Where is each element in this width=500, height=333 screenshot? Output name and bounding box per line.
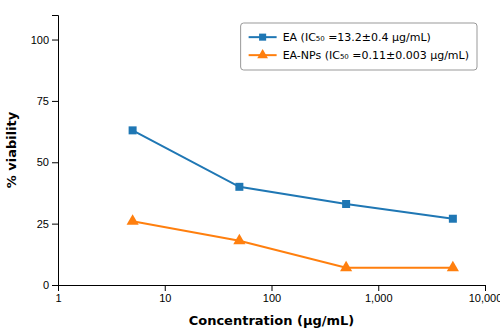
series-line — [133, 130, 453, 218]
legend: EA (IC₅₀ =13.2±0.4 μg/mL) EA-NPs (IC₅₀ =0… — [241, 23, 477, 70]
tick-mark — [272, 285, 273, 291]
y-axis: 0 25 50 75 100 — [31, 16, 59, 292]
tick-label: 0 — [43, 279, 49, 291]
y-axis-title: % viability — [4, 111, 19, 188]
legend-frame — [241, 23, 477, 70]
tick: 100 — [31, 34, 58, 46]
marks — [127, 126, 459, 271]
tick: 1 — [55, 285, 61, 304]
tick: 50 — [37, 156, 58, 168]
axis-line — [52, 16, 59, 286]
tick-label: 75 — [37, 95, 49, 107]
tick-mark — [52, 40, 58, 41]
marker — [449, 215, 457, 223]
tick: 25 — [37, 218, 58, 230]
tick-label: 100 — [31, 34, 49, 46]
legend-label: EA-NPs (IC₅₀ =0.11±0.003 μg/mL) — [283, 49, 469, 62]
tick-label: 1,000 — [365, 292, 393, 304]
marker — [342, 200, 350, 208]
tick: 100 — [263, 285, 281, 304]
marker — [235, 183, 243, 191]
x-axis: 1 10 100 1,000 10,000 — [55, 285, 500, 304]
axis-line — [59, 286, 486, 292]
tick-label: 10,000 — [469, 292, 500, 304]
tick: 75 — [37, 95, 58, 107]
legend-item: EA (IC₅₀ =13.2±0.4 μg/mL) — [249, 31, 431, 44]
tick-mark — [52, 162, 58, 163]
tick-mark — [378, 285, 379, 291]
series-line — [133, 221, 453, 268]
legend-marker — [257, 49, 268, 58]
tick-mark — [485, 285, 486, 291]
tick-label: 50 — [37, 156, 49, 168]
legend-marker — [259, 34, 266, 41]
legend-label: EA (IC₅₀ =13.2±0.4 μg/mL) — [283, 31, 431, 44]
tick: 10 — [159, 285, 171, 304]
tick-label: 100 — [263, 292, 281, 304]
tick-label: 1 — [55, 292, 61, 304]
tick-mark — [165, 285, 166, 291]
tick: 0 — [43, 279, 58, 291]
marker — [233, 234, 245, 245]
tick-mark — [52, 101, 58, 102]
marker — [127, 214, 139, 225]
plot: 1 10 100 1,000 10,000 0 25 50 75 100 EA (IC₅₀ =13.… — [31, 16, 500, 304]
marker — [129, 126, 137, 134]
x-axis-title: Concentration (μg/mL) — [189, 313, 355, 328]
marker — [447, 261, 459, 272]
tick-mark — [52, 285, 58, 286]
tick: 10,000 — [469, 285, 500, 304]
tick-label: 25 — [37, 218, 49, 230]
legend-item: EA-NPs (IC₅₀ =0.11±0.003 μg/mL) — [249, 49, 469, 62]
tick: 1,000 — [365, 285, 393, 304]
tick-mark — [52, 224, 58, 225]
chart: 1 10 100 1,000 10,000 0 25 50 75 100 EA (IC₅₀ =13.… — [0, 0, 500, 333]
tick-label: 10 — [159, 292, 171, 304]
marker — [340, 261, 352, 272]
